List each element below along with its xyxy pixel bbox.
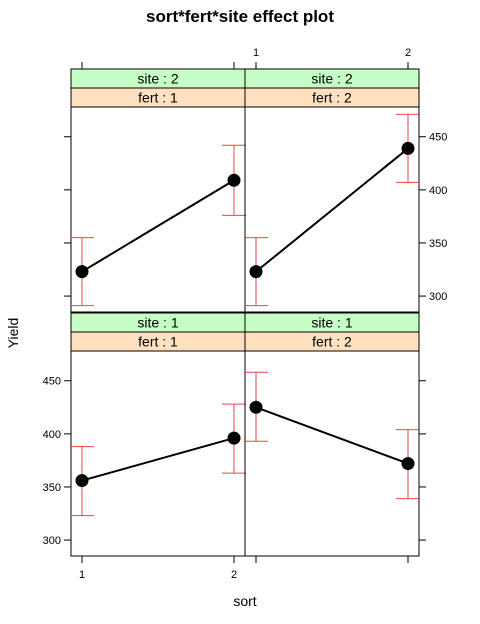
panel-frame — [70, 106, 246, 313]
y-axis-label: Yield — [5, 318, 21, 349]
x-axis-label: sort — [233, 593, 256, 609]
site-strip-label: site : 2 — [137, 71, 178, 87]
effect-point-sort-2 — [227, 431, 241, 445]
site-strip-label: site : 2 — [311, 71, 352, 87]
panel-4: site : 1 fert : 2 — [244, 312, 426, 563]
effect-point-sort-2 — [401, 141, 415, 155]
effect-point-sort-1 — [75, 474, 89, 488]
effect-line — [81, 437, 235, 482]
effect-point-sort-2 — [401, 457, 415, 471]
y-tick-label: 400 — [43, 429, 61, 441]
fert-strip-label: fert : 1 — [138, 90, 178, 106]
panel-3: site : 1 fert : 1 300 350 400 450 1 2 — [43, 312, 246, 581]
chart-title: sort*fert*site effect plot — [146, 7, 334, 26]
site-strip-label: site : 1 — [137, 315, 178, 331]
effect-line — [255, 147, 409, 273]
panel-1: site : 2 fert : 1 — [64, 62, 246, 313]
panel-2: site : 2 fert : 2 300 350 400 450 1 2 — [244, 47, 447, 313]
y-tick-label: 400 — [429, 185, 447, 197]
effect-point-sort-1 — [75, 265, 89, 279]
y-tick-label: 450 — [429, 132, 447, 144]
y-tick-label: 450 — [43, 376, 61, 388]
y-tick-label: 350 — [43, 482, 61, 494]
x-tick-label-top: 2 — [405, 47, 411, 59]
x-tick-label-top: 1 — [253, 47, 259, 59]
effect-line — [255, 406, 409, 465]
fert-strip-label: fert : 1 — [138, 334, 178, 350]
y-tick-label: 300 — [43, 535, 61, 547]
x-tick-label-bottom: 1 — [79, 569, 85, 581]
effect-point-sort-2 — [227, 173, 241, 187]
effect-point-sort-1 — [249, 265, 263, 279]
panel-frame — [244, 350, 420, 557]
y-tick-label: 300 — [429, 291, 447, 303]
effect-point-sort-1 — [249, 400, 263, 414]
fert-strip-label: fert : 2 — [312, 334, 352, 350]
effect-line — [81, 179, 235, 273]
site-strip-label: site : 1 — [311, 315, 352, 331]
y-tick-label: 350 — [429, 238, 447, 250]
panel-frame — [244, 106, 420, 313]
fert-strip-label: fert : 2 — [312, 90, 352, 106]
x-tick-label-bottom: 2 — [231, 569, 237, 581]
panel-frame — [70, 350, 246, 557]
panel-grid: site : 2 fert : 1 site : 2 fert : 2 300 350 40… — [43, 47, 448, 581]
